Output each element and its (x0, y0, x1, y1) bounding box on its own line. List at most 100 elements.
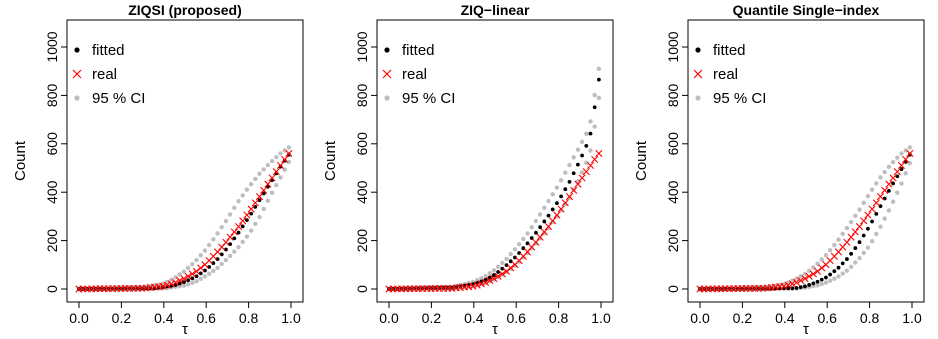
ci-point (529, 225, 534, 230)
y-tick-label: 600 (354, 132, 370, 156)
real-point (502, 267, 511, 275)
ci-point (546, 198, 551, 204)
real-point (469, 282, 477, 290)
fitted-point (567, 180, 572, 184)
y-tick-label: 1000 (354, 31, 370, 62)
fitted-point (500, 266, 505, 271)
ci-point (504, 256, 509, 262)
real-point (272, 168, 280, 176)
ci-point (815, 283, 820, 288)
ci-point (819, 257, 824, 262)
x-tick-label: 0.0 (379, 310, 399, 326)
real-point (809, 270, 817, 278)
chart-panel-3: Quantile Single−index 0.0 0.2 0.4 0.6 0.8 1.0 0… (633, 2, 925, 338)
chart-panel-1: ZIQSI (proposed) 0.0 0.2 0.4 0.6 0.8 1.0 0 200 40… (12, 2, 304, 338)
ci-point (558, 178, 564, 183)
ci-point (827, 278, 833, 283)
ci-point (525, 231, 530, 236)
real-point (792, 278, 801, 287)
real-point (561, 199, 569, 207)
ci-point (185, 265, 191, 271)
ci-point (483, 281, 488, 286)
ci-point (500, 260, 505, 266)
chart-panel-2: ZIQ−linear 0.0 0.2 0.4 0.6 0.8 1.0 0 200 400 600 80… (322, 2, 614, 338)
ci-point (244, 187, 250, 192)
ci-point (869, 238, 875, 244)
ci-point (832, 276, 837, 281)
fitted-point (819, 277, 824, 282)
ci-point (823, 280, 829, 285)
ci-point (240, 193, 245, 198)
real-point (788, 280, 796, 288)
ci-point (882, 169, 887, 175)
real-point (570, 186, 578, 194)
series-real (696, 149, 914, 293)
legend-marker-ci (74, 95, 80, 101)
y-tick-label: 400 (665, 180, 681, 204)
y-tick-label: 0 (665, 285, 681, 293)
x-axis-label: τ (492, 321, 498, 338)
x-tick-label: 0.8 (549, 310, 569, 326)
ci-point (206, 242, 212, 248)
x-tick-label: 0.6 (817, 310, 837, 326)
ci-point (227, 212, 233, 217)
real-point (797, 276, 805, 285)
ci-point (584, 131, 589, 136)
y-tick-label: 400 (354, 180, 370, 204)
real-point (192, 267, 201, 275)
ci-point (227, 253, 233, 259)
ci-point (202, 274, 208, 279)
fitted-point (803, 284, 807, 289)
y-axis-label: Count (633, 140, 650, 181)
ci-point (185, 282, 191, 287)
real-point (565, 193, 574, 201)
real-point (902, 155, 910, 164)
ci-point (491, 268, 497, 273)
y-tick-label: 1000 (44, 31, 60, 62)
real-point (864, 211, 872, 219)
legend: fitted real 95 % CI (72, 42, 145, 107)
ci-point (215, 231, 220, 236)
fitted-point (824, 275, 828, 280)
real-point (255, 193, 264, 201)
real-point (243, 211, 251, 219)
fitted-point (257, 198, 262, 203)
real-point (582, 168, 590, 176)
plot-frame (66, 19, 304, 303)
fitted-point (240, 224, 245, 229)
ci-point (596, 66, 602, 71)
real-point (481, 278, 490, 287)
fitted-point (790, 286, 795, 291)
ci-point (181, 269, 187, 274)
legend: fitted real 95 % CI (382, 42, 455, 107)
ci-point (512, 263, 518, 268)
real-point (222, 238, 230, 246)
ci-point (219, 225, 224, 230)
series-fitted (387, 77, 601, 291)
real-point (239, 217, 247, 225)
legend: fitted real 95 % CI (693, 42, 766, 107)
ci-point (861, 200, 866, 206)
ci-point (173, 275, 178, 280)
ci-point (198, 276, 203, 282)
ci-point (487, 271, 492, 276)
ci-point (878, 175, 883, 180)
ci-point (874, 181, 879, 186)
fitted-point (857, 240, 862, 245)
fitted-point (504, 263, 509, 268)
real-point (780, 282, 788, 290)
fitted-point (245, 218, 249, 223)
fitted-point (588, 131, 593, 136)
y-tick-label: 600 (44, 132, 60, 156)
y-tick-label: 1000 (665, 31, 681, 62)
ci-point (571, 187, 576, 192)
real-point (860, 217, 868, 225)
ci-point (265, 198, 271, 203)
ci-point (516, 259, 522, 264)
fitted-point (487, 275, 492, 280)
fitted-point (194, 274, 199, 279)
fitted-point (899, 167, 904, 171)
ci-point (269, 158, 275, 164)
ci-point (525, 250, 530, 256)
fitted-point (878, 204, 883, 209)
